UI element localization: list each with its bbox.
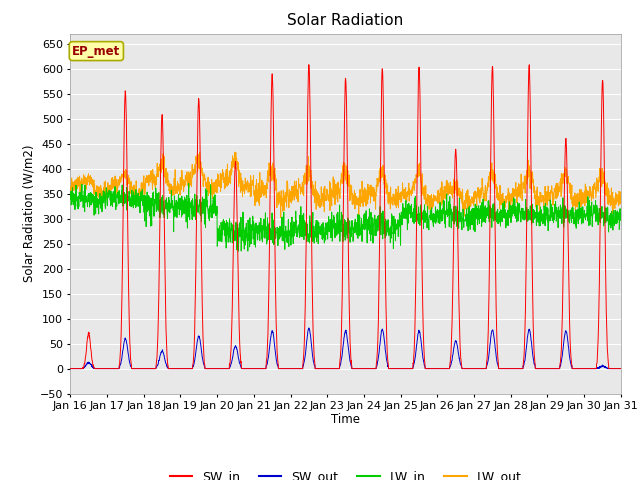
X-axis label: Time: Time [331,413,360,426]
Text: EP_met: EP_met [72,45,120,58]
Y-axis label: Solar Radiation (W/m2): Solar Radiation (W/m2) [22,145,35,282]
Title: Solar Radiation: Solar Radiation [287,13,404,28]
Legend: SW_in, SW_out, LW_in, LW_out: SW_in, SW_out, LW_in, LW_out [164,465,527,480]
